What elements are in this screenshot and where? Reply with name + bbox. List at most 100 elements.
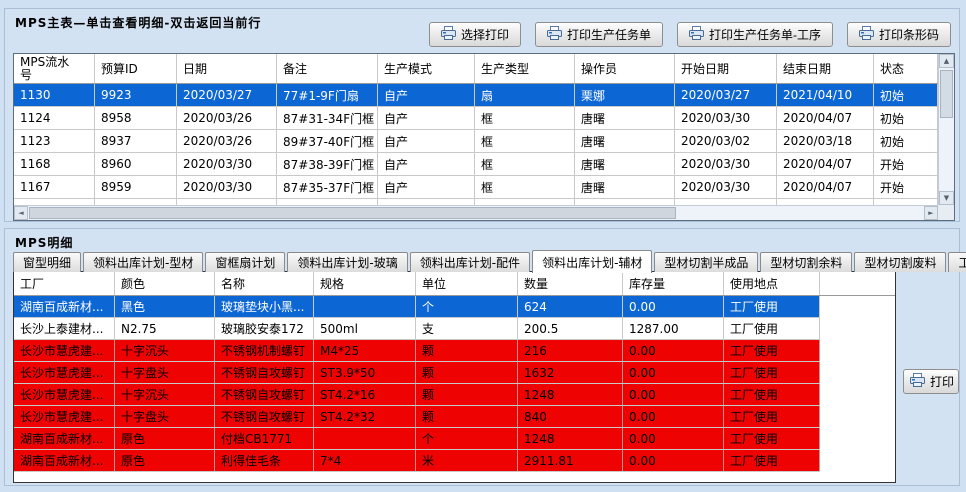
table-cell: 0.00	[623, 450, 724, 471]
table-cell: 初始	[874, 107, 938, 129]
horizontal-scrollbar[interactable]: ◄ ►	[14, 205, 938, 220]
table-cell: 不锈钢机制螺钉	[215, 340, 314, 361]
tab-outbound-plan-glass[interactable]: 领料出库计划-玻璃	[287, 252, 408, 272]
vertical-scroll-thumb[interactable]	[940, 70, 953, 118]
column-header[interactable]: 工厂	[14, 272, 115, 295]
column-header[interactable]: 单位	[416, 272, 518, 295]
column-header[interactable]: 颜色	[115, 272, 215, 295]
tab-profile-cut-waste[interactable]: 型材切割废料	[854, 252, 947, 272]
scroll-left-arrow[interactable]: ◄	[14, 206, 28, 220]
table-cell: 原色	[115, 428, 215, 449]
table-cell: 2020/03/26	[177, 107, 277, 129]
table-cell: ST3.9*50	[314, 362, 416, 383]
table-row[interactable]: 1124 8958 2020/03/26 87#31-34F门框 自产框唐曙 2020/0…	[14, 107, 938, 130]
table-row[interactable]: 长沙市慧虎建... 十字盘头 不锈钢自攻螺钉 ST3.9*50 颗 1632 0.00 工厂使…	[14, 362, 820, 384]
table-cell	[14, 199, 95, 205]
column-header[interactable]: 使用地点	[724, 272, 820, 295]
horizontal-scroll-thumb[interactable]	[29, 207, 676, 219]
table-cell: 自产	[378, 130, 475, 152]
column-header[interactable]: MPS流水号	[14, 54, 95, 83]
table-cell: 7*4	[314, 450, 416, 471]
mps-main-table: MPS流水号 预算ID 日期 备注 生产模式 生产类型 操作员 开始日期 结束日期 状态 1130…	[13, 53, 955, 221]
column-header[interactable]: 开始日期	[675, 54, 777, 83]
table-cell: 1167	[14, 176, 95, 198]
detail-print-button[interactable]: 打印	[903, 369, 959, 394]
table-row[interactable]: 长沙市慧虎建... 十字沉头 不锈钢自攻螺钉 ST4.2*16 颗 1248 0.00 工厂使…	[14, 384, 820, 406]
column-header-label: 数量	[524, 277, 549, 291]
table-cell: 2020/03/30	[675, 107, 777, 129]
select-print-button[interactable]: 选择打印	[428, 22, 521, 47]
column-header[interactable]: 操作员	[575, 54, 675, 83]
vertical-scrollbar[interactable]: ▲ ▼	[938, 54, 954, 205]
column-header[interactable]: 数量	[518, 272, 623, 295]
table-cell: 0.00	[623, 428, 724, 449]
table-cell: M4*25	[314, 340, 416, 361]
column-header[interactable]: 状态	[874, 54, 938, 83]
print-barcode-button[interactable]: 打印条形码	[846, 22, 951, 47]
tab-outbound-plan-auxiliary[interactable]: 领料出库计划-辅材	[532, 250, 653, 273]
table-cell: 200.5	[518, 318, 623, 339]
tab-window-detail[interactable]: 窗型明细	[13, 252, 82, 272]
column-header[interactable]: 预算ID	[95, 54, 177, 83]
table-cell: 颗	[416, 406, 518, 427]
tab-process[interactable]: 工序	[948, 252, 966, 272]
table-cell: 十字沉头	[115, 340, 215, 361]
column-header[interactable]: 生产类型	[475, 54, 575, 83]
column-header[interactable]: 规格	[314, 272, 416, 295]
column-header-label: 操作员	[581, 62, 618, 76]
table-row[interactable]: 1130 9923 2020/03/27 77#1-9F门扇 自产扇栗娜 2020/03/…	[14, 84, 938, 107]
detail-tabs: 窗型明细 领料出库计划-型材 窗框扇计划 领料出库计划-玻璃 领料出库计划-配件…	[13, 249, 966, 273]
main-table-header-row: MPS流水号 预算ID 日期 备注 生产模式 生产类型 操作员 开始日期 结束日期 状态	[14, 54, 954, 84]
table-row[interactable]	[14, 199, 938, 205]
table-cell: 十字沉头	[115, 384, 215, 405]
table-row[interactable]: 湖南百成新材... 原色 利得佳毛条 7*4 米 2911.81 0.00 工厂使用	[14, 450, 820, 472]
table-cell: 0.00	[623, 362, 724, 383]
table-cell: 工厂使用	[724, 384, 820, 405]
table-cell: 2020/03/30	[177, 176, 277, 198]
table-cell: 500ml	[314, 318, 416, 339]
table-cell: 2020/03/30	[675, 176, 777, 198]
table-cell: 工厂使用	[724, 406, 820, 427]
column-header[interactable]: 结束日期	[777, 54, 874, 83]
print-production-task-process-button[interactable]: 打印生产任务单-工序	[676, 22, 833, 47]
table-cell	[575, 199, 675, 205]
table-cell: 扇	[475, 84, 575, 106]
table-cell	[277, 199, 378, 205]
table-row[interactable]: 1167 8959 2020/03/30 87#35-37F门框 自产框唐曙 2020/0…	[14, 176, 938, 199]
table-row[interactable]: 1123 8937 2020/03/26 89#37-40F门框 自产框唐曙 2020/0…	[14, 130, 938, 153]
tab-frame-sash-plan[interactable]: 窗框扇计划	[205, 252, 286, 272]
table-row[interactable]: 长沙市慧虎建... 十字盘头 不锈钢自攻螺钉 ST4.2*32 颗 840 0.00 工厂使用	[14, 406, 820, 428]
table-row[interactable]: 湖南百成新材... 黑色 玻璃垫块小黑... 个 624 0.00 工厂使用	[14, 296, 820, 318]
tab-outbound-plan-accessory[interactable]: 领料出库计划-配件	[409, 252, 531, 272]
table-row[interactable]: 长沙市慧虎建... 十字沉头 不锈钢机制螺钉 M4*25 颗 216 0.00 工厂使用	[14, 340, 820, 362]
column-header[interactable]: 日期	[177, 54, 277, 83]
button-label: 选择打印	[460, 28, 509, 42]
scroll-right-arrow[interactable]: ►	[924, 206, 938, 220]
table-cell: 开始	[874, 153, 938, 175]
table-cell: 840	[518, 406, 623, 427]
table-row[interactable]: 长沙上泰建材... N2.75 玻璃胶安泰172 500ml 支 200.5 1287.00…	[14, 318, 820, 340]
table-cell: 0.00	[623, 384, 724, 405]
column-header-label: 备注	[283, 62, 308, 76]
table-cell: 1124	[14, 107, 95, 129]
table-cell: 湖南百成新材...	[14, 428, 115, 449]
tab-profile-cut-remainder[interactable]: 型材切割余料	[760, 252, 853, 272]
column-header[interactable]: 库存量	[623, 272, 724, 295]
table-row[interactable]: 湖南百成新材... 原色 付档CB1771 个 1248 0.00 工厂使用	[14, 428, 820, 450]
table-cell: 77#1-9F门扇	[277, 84, 378, 106]
print-production-task-button[interactable]: 打印生产任务单	[534, 22, 663, 47]
table-cell: 2020/03/02	[675, 130, 777, 152]
table-row[interactable]: 1168 8960 2020/03/30 87#38-39F门框 自产框唐曙 2020/0…	[14, 153, 938, 176]
table-cell: 框	[475, 176, 575, 198]
column-header[interactable]: 生产模式	[378, 54, 475, 83]
detail-table-body: 湖南百成新材... 黑色 玻璃垫块小黑... 个 624 0.00 工厂使用 长沙上泰建材..…	[14, 296, 895, 472]
table-cell: 支	[416, 318, 518, 339]
tab-profile-cut-semifinished[interactable]: 型材切割半成品	[654, 252, 759, 272]
tab-outbound-plan-profile[interactable]: 领料出库计划-型材	[83, 252, 204, 272]
table-cell: 9923	[95, 84, 177, 106]
scroll-down-arrow[interactable]: ▼	[939, 191, 954, 205]
table-cell: 8959	[95, 176, 177, 198]
column-header[interactable]: 名称	[215, 272, 314, 295]
column-header[interactable]: 备注	[277, 54, 378, 83]
scroll-up-arrow[interactable]: ▲	[939, 54, 954, 68]
